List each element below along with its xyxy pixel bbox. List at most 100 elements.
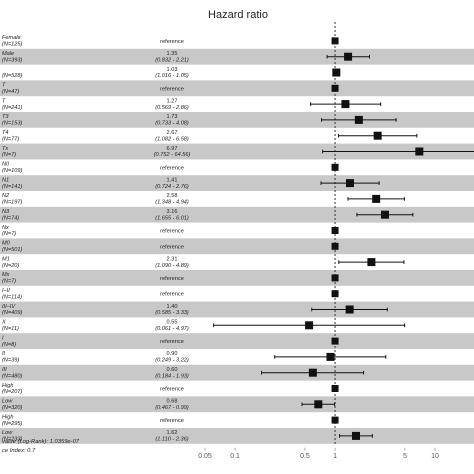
chart-title: Hazard ratio	[208, 9, 268, 21]
row-reference: reference	[160, 418, 184, 424]
estimate-marker	[326, 352, 335, 361]
x-tick-label: 5	[403, 453, 407, 460]
x-axis: 0.05 0.1 0.5 1 5 10	[198, 447, 439, 460]
row-hr: 1.03	[167, 67, 178, 73]
row-hr: 2.31	[167, 256, 178, 262]
row-band	[0, 301, 474, 318]
estimate-marker	[331, 337, 339, 345]
row-ci: (0.724 - 2.76)	[155, 184, 189, 190]
row-n: (N=39)	[2, 358, 19, 364]
row-n: (N=153)	[2, 121, 23, 127]
estimate-marker	[305, 321, 314, 330]
row-label: T	[2, 98, 6, 104]
row-label: Female	[2, 35, 21, 41]
row-ci: (1.110 - 2.36)	[155, 437, 188, 443]
row-label: N3	[2, 209, 10, 215]
row-ci: (0.585 - 3.33)	[155, 310, 189, 316]
row-hr: 6.97	[167, 146, 178, 152]
row-n: (N=7)	[2, 231, 16, 237]
row-reference: reference	[160, 292, 184, 298]
row-reference: reference	[160, 229, 184, 235]
row-hr: 0.90	[167, 351, 178, 357]
row-label: III–IV	[2, 304, 16, 310]
row-ci: (1.348 - 4.94)	[155, 200, 189, 206]
row-n: (N=8)	[2, 342, 16, 348]
row-label: I–II	[2, 288, 10, 294]
estimate-marker	[331, 416, 339, 424]
estimate-marker	[373, 131, 382, 140]
row-n: (N=528)	[2, 73, 23, 79]
row-n: (N=295)	[2, 421, 23, 427]
row-ci: (1.016 - 1.05)	[155, 73, 189, 79]
row-n: (N=109)	[2, 168, 23, 174]
x-tick-label: 10	[431, 453, 439, 460]
row-n: (N=11)	[2, 326, 19, 332]
row-n: (N=480)	[2, 373, 23, 379]
row-label: Low	[2, 399, 13, 405]
row-reference: reference	[160, 244, 184, 250]
row-n: (N=47)	[2, 89, 19, 95]
row-label: M0	[2, 241, 11, 247]
row-band	[0, 333, 474, 349]
row-n: (N=114)	[2, 294, 22, 300]
row-n: (N=409)	[2, 310, 23, 316]
estimate-marker	[341, 100, 350, 109]
estimate-marker	[380, 210, 389, 219]
row-label: T3	[2, 114, 9, 120]
row-hr: 2.67	[167, 130, 178, 136]
row-ci: (0.733 - 4.08)	[155, 121, 189, 127]
row-band	[0, 396, 474, 413]
row-label: I	[2, 335, 4, 341]
row-band	[0, 143, 474, 160]
estimate-marker	[331, 227, 339, 234]
row-reference: reference	[160, 165, 184, 171]
row-band	[0, 80, 474, 97]
row-reference: reference	[160, 387, 184, 393]
row-n: (N=7)	[2, 152, 16, 158]
row-ci: (0.184 - 1.93)	[155, 373, 189, 379]
row-band	[0, 112, 474, 128]
estimate-marker	[331, 274, 339, 282]
estimate-marker	[308, 368, 317, 377]
row-reference: reference	[160, 339, 184, 345]
estimate-marker	[331, 37, 339, 45]
row-label: Low	[2, 430, 13, 436]
row-n: (N=125)	[2, 42, 23, 48]
row-label: N0	[2, 162, 10, 168]
row-label: Male	[2, 51, 14, 57]
row-ci: (0.467 - 0.99)	[155, 405, 189, 411]
estimate-marker	[331, 385, 339, 392]
estimate-marker	[331, 290, 339, 298]
row-band	[0, 175, 474, 191]
forest-rows: Female(N=125) reference Male(N=393) 1.35 (0.…	[1, 35, 190, 442]
estimate-marker	[345, 179, 354, 188]
row-ci: (0.752 - 64.56)	[154, 152, 191, 158]
estimate-marker	[415, 147, 424, 156]
row-ci: (0.061 - 4.97)	[155, 326, 189, 332]
row-band	[0, 364, 474, 381]
row-label: II	[2, 351, 6, 357]
row-label: Mx	[2, 272, 10, 278]
row-n: (N=501)	[2, 247, 23, 253]
estimate-marks	[213, 37, 474, 440]
row-hr: 1.40	[167, 304, 178, 310]
estimate-marker	[331, 242, 339, 250]
row-hr: 1.62	[167, 430, 178, 436]
row-ci: (1.655 - 6.01)	[155, 215, 189, 221]
row-hr: 0.68	[167, 399, 178, 405]
row-n: (N=233)	[2, 437, 23, 443]
row-n: (N=393)	[2, 57, 23, 63]
row-n: (N=207)	[2, 389, 23, 395]
row-label: High	[2, 414, 14, 420]
row-label: N2	[2, 193, 10, 199]
row-label: High	[2, 383, 14, 389]
row-reference: reference	[160, 276, 184, 282]
row-hr: 3.16	[167, 209, 178, 215]
row-reference: reference	[160, 39, 184, 45]
row-label: Tx	[2, 146, 8, 152]
estimate-marker	[331, 84, 339, 92]
row-hr: 1.35	[167, 51, 178, 57]
row-n: (N=141)	[2, 184, 23, 190]
row-reference: reference	[160, 86, 184, 92]
estimate-marker	[331, 163, 339, 171]
